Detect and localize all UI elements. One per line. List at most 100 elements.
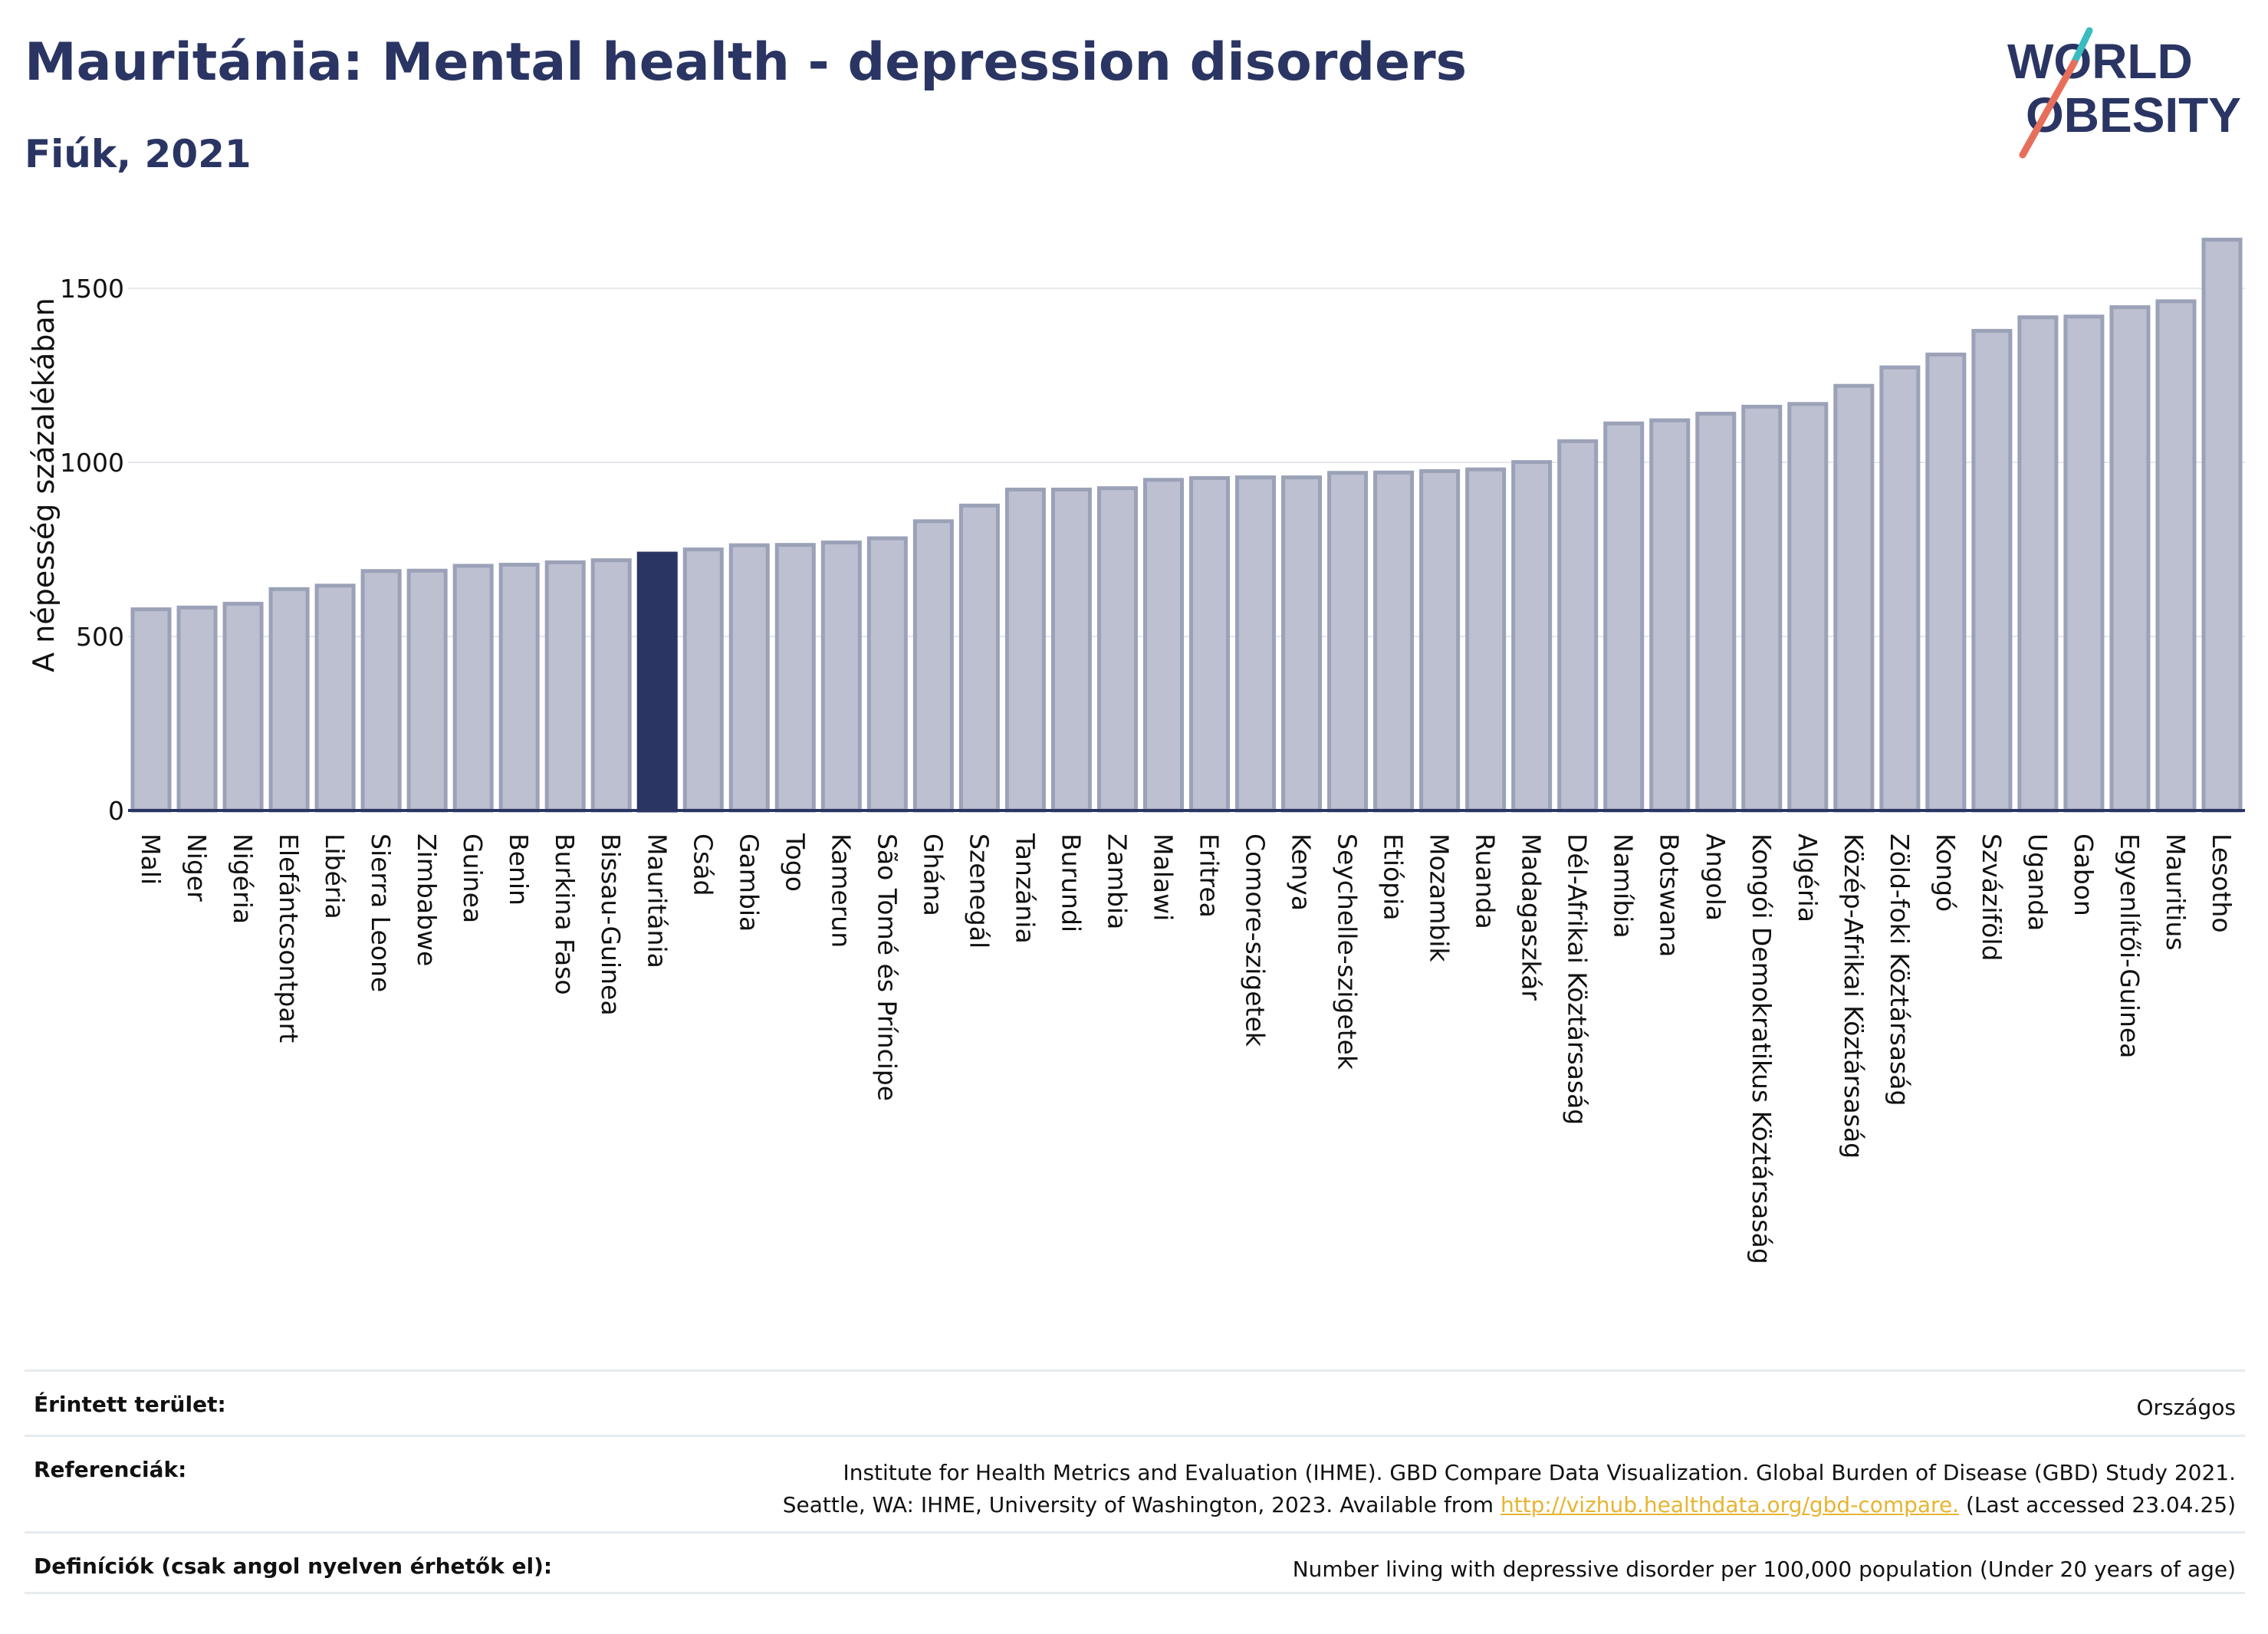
bar [1879, 365, 1921, 813]
bar [1695, 412, 1737, 813]
x-tick-label: Csád [688, 833, 718, 896]
bar [1419, 469, 1461, 813]
x-tick-label: Szváziföld [1977, 833, 2007, 961]
bar [1096, 486, 1138, 813]
x-tick-label: Benin [504, 833, 534, 906]
bar [1189, 475, 1231, 813]
references-line1: Institute for Health Metrics and Evaluat… [843, 1460, 2236, 1485]
x-tick-label: Közép-Afrikai Köztársaság [1839, 833, 1869, 1159]
x-tick-label: Zimbabwe [412, 833, 442, 966]
bar [590, 558, 632, 813]
bar [498, 563, 540, 813]
x-tick-label: Tanzánia [1010, 833, 1040, 944]
bar [1142, 478, 1184, 813]
y-axis-title: A népesség százalékában [27, 298, 61, 672]
x-tick-label: Kongó [1931, 833, 1961, 912]
bar [130, 607, 172, 813]
x-tick-label: Angola [1701, 833, 1731, 921]
x-tick-label: Lesotho [2207, 833, 2237, 933]
x-tick-label: Kenya [1287, 833, 1316, 911]
references-value: Institute for Health Metrics and Evaluat… [783, 1457, 2236, 1521]
references-line2-pre: Seattle, WA: IHME, University of Washing… [782, 1492, 1494, 1517]
bar [222, 601, 264, 813]
x-tick-label: Algéria [1793, 833, 1823, 922]
bar [176, 605, 218, 813]
references-line2-post: (Last accessed 23.04.25) [1965, 1492, 2236, 1517]
footer-row-area: Érintett terület: Országos [25, 1369, 2245, 1435]
bar-chart: 0 500 1000 1500 Mali Niger Nigéria Elefántcson… [27, 238, 2245, 1264]
bar [912, 519, 954, 813]
bar [2017, 315, 2059, 813]
definitions-value: Number living with depressive disorder p… [1292, 1557, 2236, 1582]
x-tick-label: Kongói Demokratikus Köztársaság [1747, 833, 1777, 1264]
x-tick-label: Gabon [2069, 833, 2099, 916]
x-tick-label: Madagaszkár [1517, 833, 1547, 1001]
logo-line2: OBESITY [2026, 87, 2241, 143]
bar [360, 569, 402, 813]
bar [1235, 475, 1277, 813]
bar [2109, 305, 2151, 813]
chart-title: Mauritánia: Mental health - depression d… [25, 32, 1468, 93]
x-tick-label: Mauritánia [642, 833, 672, 968]
bar [774, 543, 816, 813]
bar [1925, 352, 1967, 813]
x-tick-label: Mali [136, 833, 166, 885]
x-tick-label: Togo [780, 833, 810, 892]
x-tick-label: Uganda [2023, 833, 2053, 931]
x-tick-label: Nigéria [228, 833, 258, 924]
bar-highlighted [636, 551, 678, 813]
references-link[interactable]: http://vizhub.healthdata.org/gbd-compare… [1500, 1492, 1960, 1517]
x-tick-label: Zöld-foki Köztársaság [1885, 833, 1915, 1106]
bar [1465, 467, 1507, 813]
x-tick-label: Elefántcsontpart [274, 833, 304, 1043]
area-label: Érintett terület: [34, 1392, 226, 1417]
x-tick-label: Bissau-Guinea [596, 833, 626, 1016]
area-value: Országos [2136, 1395, 2237, 1420]
bar [958, 503, 1000, 813]
x-tick-label: Burundi [1056, 833, 1086, 932]
x-tick-label: Etiópia [1379, 833, 1408, 921]
x-tick-label: Libéria [320, 833, 350, 919]
bar [866, 536, 908, 813]
y-tick-label: 500 [76, 622, 124, 652]
bar [1050, 487, 1092, 813]
x-tick-label: Eritrea [1195, 833, 1224, 918]
bar [682, 547, 724, 813]
bar [820, 540, 862, 813]
x-tick-label: Dél-Afrikai Köztársaság [1563, 833, 1593, 1125]
x-tick-label: Ghána [918, 833, 948, 916]
x-tick-label: São Tomé és Príncipe [872, 833, 902, 1101]
logo-slash-coral [2019, 59, 2078, 159]
bar [1511, 460, 1553, 813]
bar [1971, 328, 2013, 813]
axes: 0 500 1000 1500 [60, 274, 2245, 826]
footer-row-references: Referenciák: Institute for Health Metric… [25, 1435, 2245, 1531]
x-tick-label: Burkina Faso [550, 833, 580, 995]
bar [1373, 470, 1415, 813]
x-tick-label: Gambia [734, 833, 764, 932]
bar [1833, 383, 1875, 813]
bar [1557, 439, 1599, 813]
bar [2201, 238, 2243, 813]
x-tick-label: Comore-szigetek [1241, 833, 1270, 1047]
x-tick-label: Seychelle-szigetek [1333, 833, 1362, 1070]
bar [1787, 402, 1829, 813]
x-tick-label: Sierra Leone [366, 833, 396, 992]
x-tick-label: Malawi [1148, 833, 1178, 921]
bar [268, 587, 310, 813]
bar [406, 568, 448, 813]
bar [1281, 475, 1323, 813]
x-tick-label: Kamerun [826, 833, 856, 948]
chart-subtitle: Fiúk, 2021 [25, 132, 251, 176]
y-tick-label: 1500 [60, 274, 124, 304]
world-obesity-logo: WORLD OBESITY [2007, 27, 2241, 159]
bar [452, 564, 494, 813]
logo-slash-teal [2070, 27, 2093, 67]
x-tick-label: Namíbia [1609, 833, 1639, 939]
bar [2063, 314, 2105, 813]
x-tick-label: Botswana [1655, 833, 1685, 957]
footer-row-definitions: Definíciók (csak angol nyelven érhetők e… [25, 1531, 2245, 1594]
x-tick-label: Ruanda [1471, 833, 1500, 929]
x-tick-label: Mozambik [1425, 833, 1454, 962]
bar [1327, 471, 1369, 813]
